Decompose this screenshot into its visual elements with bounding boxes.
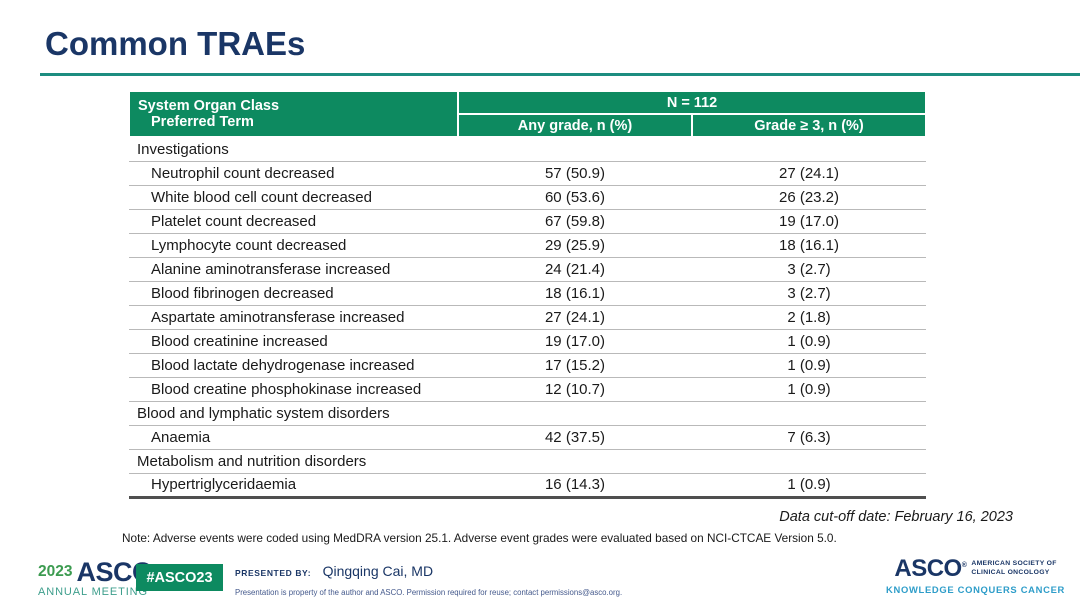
table-row: Hypertriglyceridaemia 16 (14.3) 1 (0.9) — [129, 473, 927, 499]
header-preferred-term-label: Preferred Term — [151, 114, 254, 130]
asco-society-logo-top: ASCO® AMERICAN SOCIETY OF CLINICAL ONCOL… — [886, 557, 1065, 581]
grade3-cell: 18 (16.1) — [692, 233, 927, 258]
data-cutoff-note: Data cut-off date: February 16, 2023 — [779, 509, 1013, 525]
header-organ-class-label: System Organ Class — [138, 98, 280, 114]
table-row: Lymphocyte count decreased 29 (25.9) 18 (1… — [129, 233, 927, 258]
trae-table: System Organ Class Preferred Term N = 11… — [128, 90, 928, 499]
table-row: Neutrophil count decreased 57 (50.9) 27 (2… — [129, 161, 927, 186]
grade3-cell: 19 (17.0) — [692, 209, 927, 234]
preferred-term-cell: White blood cell count decreased — [129, 185, 458, 210]
table-row: Alanine aminotransferase increased 24 (21… — [129, 257, 927, 282]
any-grade-cell: 57 (50.9) — [458, 161, 692, 186]
permission-note: Presentation is property of the author a… — [235, 588, 623, 597]
presented-by-line: PRESENTED BY: Qingqing Cai, MD — [235, 563, 622, 581]
hashtag-badge: #ASCO23 — [136, 564, 223, 591]
col-header-any-grade: Any grade, n (%) — [457, 113, 693, 138]
header-row-sub: Any grade, n (%) Grade ≥ 3, n (%) — [129, 113, 928, 138]
grade3-cell: 27 (24.1) — [692, 161, 927, 186]
preferred-term-cell: Hypertriglyceridaemia — [129, 473, 458, 499]
any-grade-cell: 42 (37.5) — [458, 425, 692, 450]
trae-table-header: System Organ Class Preferred Term N = 11… — [128, 90, 928, 138]
presented-by-block: PRESENTED BY: Qingqing Cai, MD Presentat… — [235, 563, 622, 597]
table-row: Platelet count decreased 67 (59.8) 19 (17.… — [129, 209, 927, 234]
title-underline-rule — [40, 73, 1080, 76]
table-row: Blood lactate dehydrogenase increased 17 … — [129, 353, 927, 378]
any-grade-cell: 16 (14.3) — [458, 473, 692, 499]
grade3-cell: 1 (0.9) — [692, 377, 927, 402]
any-grade-cell: 67 (59.8) — [458, 209, 692, 234]
col-header-grade3: Grade ≥ 3, n (%) — [690, 113, 928, 138]
preferred-term-cell: Aspartate aminotransferase increased — [129, 305, 458, 330]
grade3-cell: 1 (0.9) — [692, 353, 927, 378]
grade3-cell: 1 (0.9) — [692, 473, 927, 499]
trae-table-container: System Organ Class Preferred Term N = 11… — [128, 90, 928, 499]
preferred-term-cell: Neutrophil count decreased — [129, 161, 458, 186]
presenter-name: Qingqing Cai, MD — [322, 563, 434, 579]
asco-tagline: KNOWLEDGE CONQUERS CANCER — [886, 584, 1065, 595]
any-grade-cell: 17 (15.2) — [458, 353, 692, 378]
asco-society-name: AMERICAN SOCIETY OF CLINICAL ONCOLOGY — [971, 560, 1057, 576]
grade3-cell: 3 (2.7) — [692, 281, 927, 306]
table-row: Blood creatine phosphokinase increased 12… — [129, 377, 927, 402]
table-row: White blood cell count decreased 60 (53.6… — [129, 185, 927, 210]
page-title: Common TRAEs — [45, 25, 306, 62]
preferred-term-cell: Alanine aminotransferase increased — [129, 257, 458, 282]
grade3-cell: 7 (6.3) — [692, 425, 927, 450]
any-grade-cell: 19 (17.0) — [458, 329, 692, 354]
col-header-n-total: N = 112 — [456, 90, 928, 115]
grade3-cell: 3 (2.7) — [692, 257, 927, 282]
category-row: Metabolism and nutrition disorders — [129, 449, 927, 474]
any-grade-cell: 12 (10.7) — [458, 377, 692, 402]
preferred-term-cell: Blood lactate dehydrogenase increased — [129, 353, 458, 378]
preferred-term-cell: Blood creatine phosphokinase increased — [129, 377, 458, 402]
grade3-cell: 2 (1.8) — [692, 305, 927, 330]
footnote: Note: Adverse events were coded using Me… — [122, 531, 837, 545]
category-row: Investigations — [129, 137, 927, 162]
trae-table-body: Investigations Neutrophil count decreased… — [129, 137, 927, 499]
table-row: Blood creatinine increased 19 (17.0) 1 (0.… — [129, 329, 927, 354]
category-label: Metabolism and nutrition disorders — [129, 449, 927, 474]
meeting-year: 2023 — [38, 562, 73, 580]
any-grade-cell: 27 (24.1) — [458, 305, 692, 330]
preferred-term-cell: Platelet count decreased — [129, 209, 458, 234]
preferred-term-cell: Blood fibrinogen decreased — [129, 281, 458, 306]
table-row: Blood fibrinogen decreased 18 (16.1) 3 (2.… — [129, 281, 927, 306]
preferred-term-cell: Lymphocyte count decreased — [129, 233, 458, 258]
category-row: Blood and lymphatic system disorders — [129, 401, 927, 426]
grade3-cell: 1 (0.9) — [692, 329, 927, 354]
table-row: Anaemia 42 (37.5) 7 (6.3) — [129, 425, 927, 450]
grade3-cell: 26 (23.2) — [692, 185, 927, 210]
category-label: Investigations — [129, 137, 927, 162]
header-row-top: System Organ Class Preferred Term N = 11… — [128, 90, 928, 138]
preferred-term-cell: Anaemia — [129, 425, 458, 450]
presented-by-label: PRESENTED BY: — [235, 568, 312, 578]
col-header-system-organ-class: System Organ Class Preferred Term — [128, 90, 459, 138]
any-grade-cell: 18 (16.1) — [458, 281, 692, 306]
asco-wordmark: ASCO® — [894, 555, 967, 582]
any-grade-cell: 29 (25.9) — [458, 233, 692, 258]
asco-society-logo: ASCO® AMERICAN SOCIETY OF CLINICAL ONCOL… — [886, 557, 1065, 596]
preferred-term-cell: Blood creatinine increased — [129, 329, 458, 354]
any-grade-cell: 60 (53.6) — [458, 185, 692, 210]
meeting-name: ANNUAL MEETING — [38, 585, 148, 598]
category-label: Blood and lymphatic system disorders — [129, 401, 927, 426]
any-grade-cell: 24 (21.4) — [458, 257, 692, 282]
table-row: Aspartate aminotransferase increased 27 (… — [129, 305, 927, 330]
